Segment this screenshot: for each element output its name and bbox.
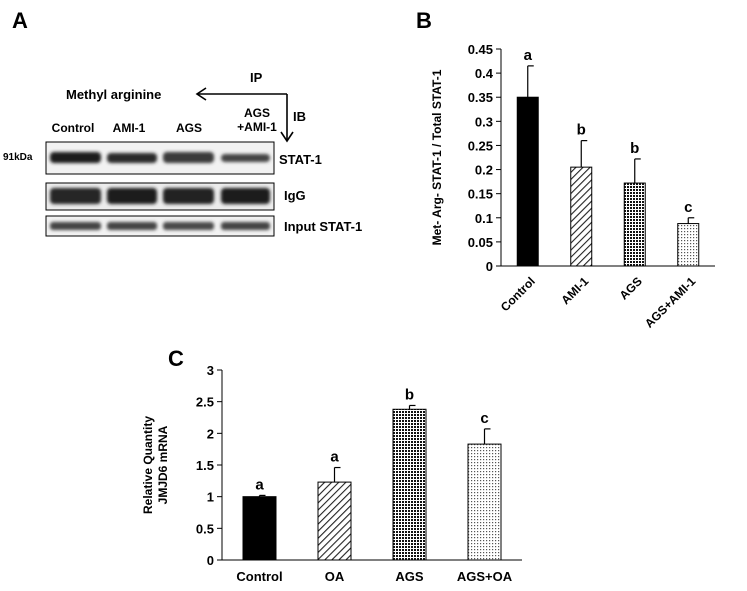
y-tick-label: 0.25 <box>468 138 493 153</box>
panel-a: A Methyl arginine IP IB Control AMI-1 AGSA… <box>3 8 362 237</box>
y-tick-label: 0.2 <box>475 163 493 178</box>
lane-label: AGS <box>176 121 202 135</box>
significance-letter: a <box>524 47 533 64</box>
panel-b-label: B <box>416 8 432 33</box>
y-tick-label: 0.15 <box>468 187 493 202</box>
ib-label: IB <box>293 109 306 124</box>
bar <box>392 408 427 561</box>
y-tick-label: 3 <box>207 363 214 378</box>
y-axis-label: JMJD6 mRNA <box>156 425 170 504</box>
y-tick-label: 0 <box>207 553 214 568</box>
y-tick-label: 0.05 <box>468 235 493 250</box>
y-tick-label: 0.35 <box>468 90 493 105</box>
y-tick-label: 0.4 <box>475 66 494 81</box>
category-label: AGS <box>395 569 424 584</box>
category-label: AMI-1 <box>558 274 591 307</box>
category-label: AGS+AMI-1 <box>642 274 699 331</box>
y-tick-label: 0.5 <box>196 521 214 536</box>
bar <box>677 223 700 267</box>
y-tick-label: 0.3 <box>475 114 493 129</box>
significance-letter: b <box>630 140 639 157</box>
category-label: Control <box>498 274 538 314</box>
bar <box>516 96 539 267</box>
input-stat1-blot <box>45 215 275 237</box>
y-tick-label: 0 <box>486 259 493 274</box>
blot-bands <box>50 152 270 230</box>
lane-label-line: AGS <box>176 121 202 135</box>
row-label-input-stat1: Input STAT-1 <box>284 219 362 234</box>
panel-a-label: A <box>12 8 28 33</box>
bar <box>242 496 277 561</box>
significance-letter: c <box>480 410 488 427</box>
y-axis-label: Met- Arg- STAT-1 / Total STAT-1 <box>430 69 444 245</box>
methyl-arginine-label: Methyl arginine <box>66 87 161 102</box>
lane-label: AGS +AMI-1 <box>237 106 277 134</box>
bar <box>623 182 646 267</box>
category-label: OA <box>325 569 345 584</box>
y-axis-label: Relative Quantity <box>141 416 155 514</box>
significance-letter: a <box>255 476 264 493</box>
lane-label: AMI-1 <box>113 121 146 135</box>
significance-letter: a <box>330 449 339 466</box>
row-label-igg: IgG <box>284 188 306 203</box>
y-tick-label: 1 <box>207 490 214 505</box>
category-label: AGS+OA <box>457 569 513 584</box>
y-tick-label: 2.5 <box>196 395 214 410</box>
bar <box>317 481 352 561</box>
ip-ib-arrow <box>195 87 294 143</box>
lane-label-line: AMI-1 <box>113 121 146 135</box>
lane-label-line: Control <box>52 121 95 135</box>
significance-letter: c <box>684 199 692 216</box>
y-tick-label: 0.45 <box>468 42 493 57</box>
row-label-stat1: STAT-1 <box>279 152 322 167</box>
chart-b: 0 0.05 0.1 0.15 0.2 0.25 0.3 0.35 0.4 0.45 Met- Ar… <box>430 42 715 331</box>
y-tick-label: 2 <box>207 426 214 441</box>
y-tick-label: 0.1 <box>475 211 493 226</box>
lane-label-line: AGS <box>244 106 270 120</box>
lane-label-line: +AMI-1 <box>237 120 277 134</box>
lane-label: Control <box>52 121 95 135</box>
category-label: Control <box>236 569 282 584</box>
kda-label: 91kDa <box>3 152 33 163</box>
y-tick-label: 1.5 <box>196 458 214 473</box>
bar <box>467 443 502 561</box>
chart-c: 0 0.5 1 1.5 2 2.5 3 Relative Quantity JMJD6 mRNA… <box>141 363 522 584</box>
category-label: AGS <box>617 274 645 302</box>
bar <box>570 166 593 267</box>
panel-c-label: C <box>168 346 184 371</box>
ip-label: IP <box>250 70 263 85</box>
significance-letter: b <box>577 122 586 139</box>
significance-letter: b <box>405 386 414 403</box>
